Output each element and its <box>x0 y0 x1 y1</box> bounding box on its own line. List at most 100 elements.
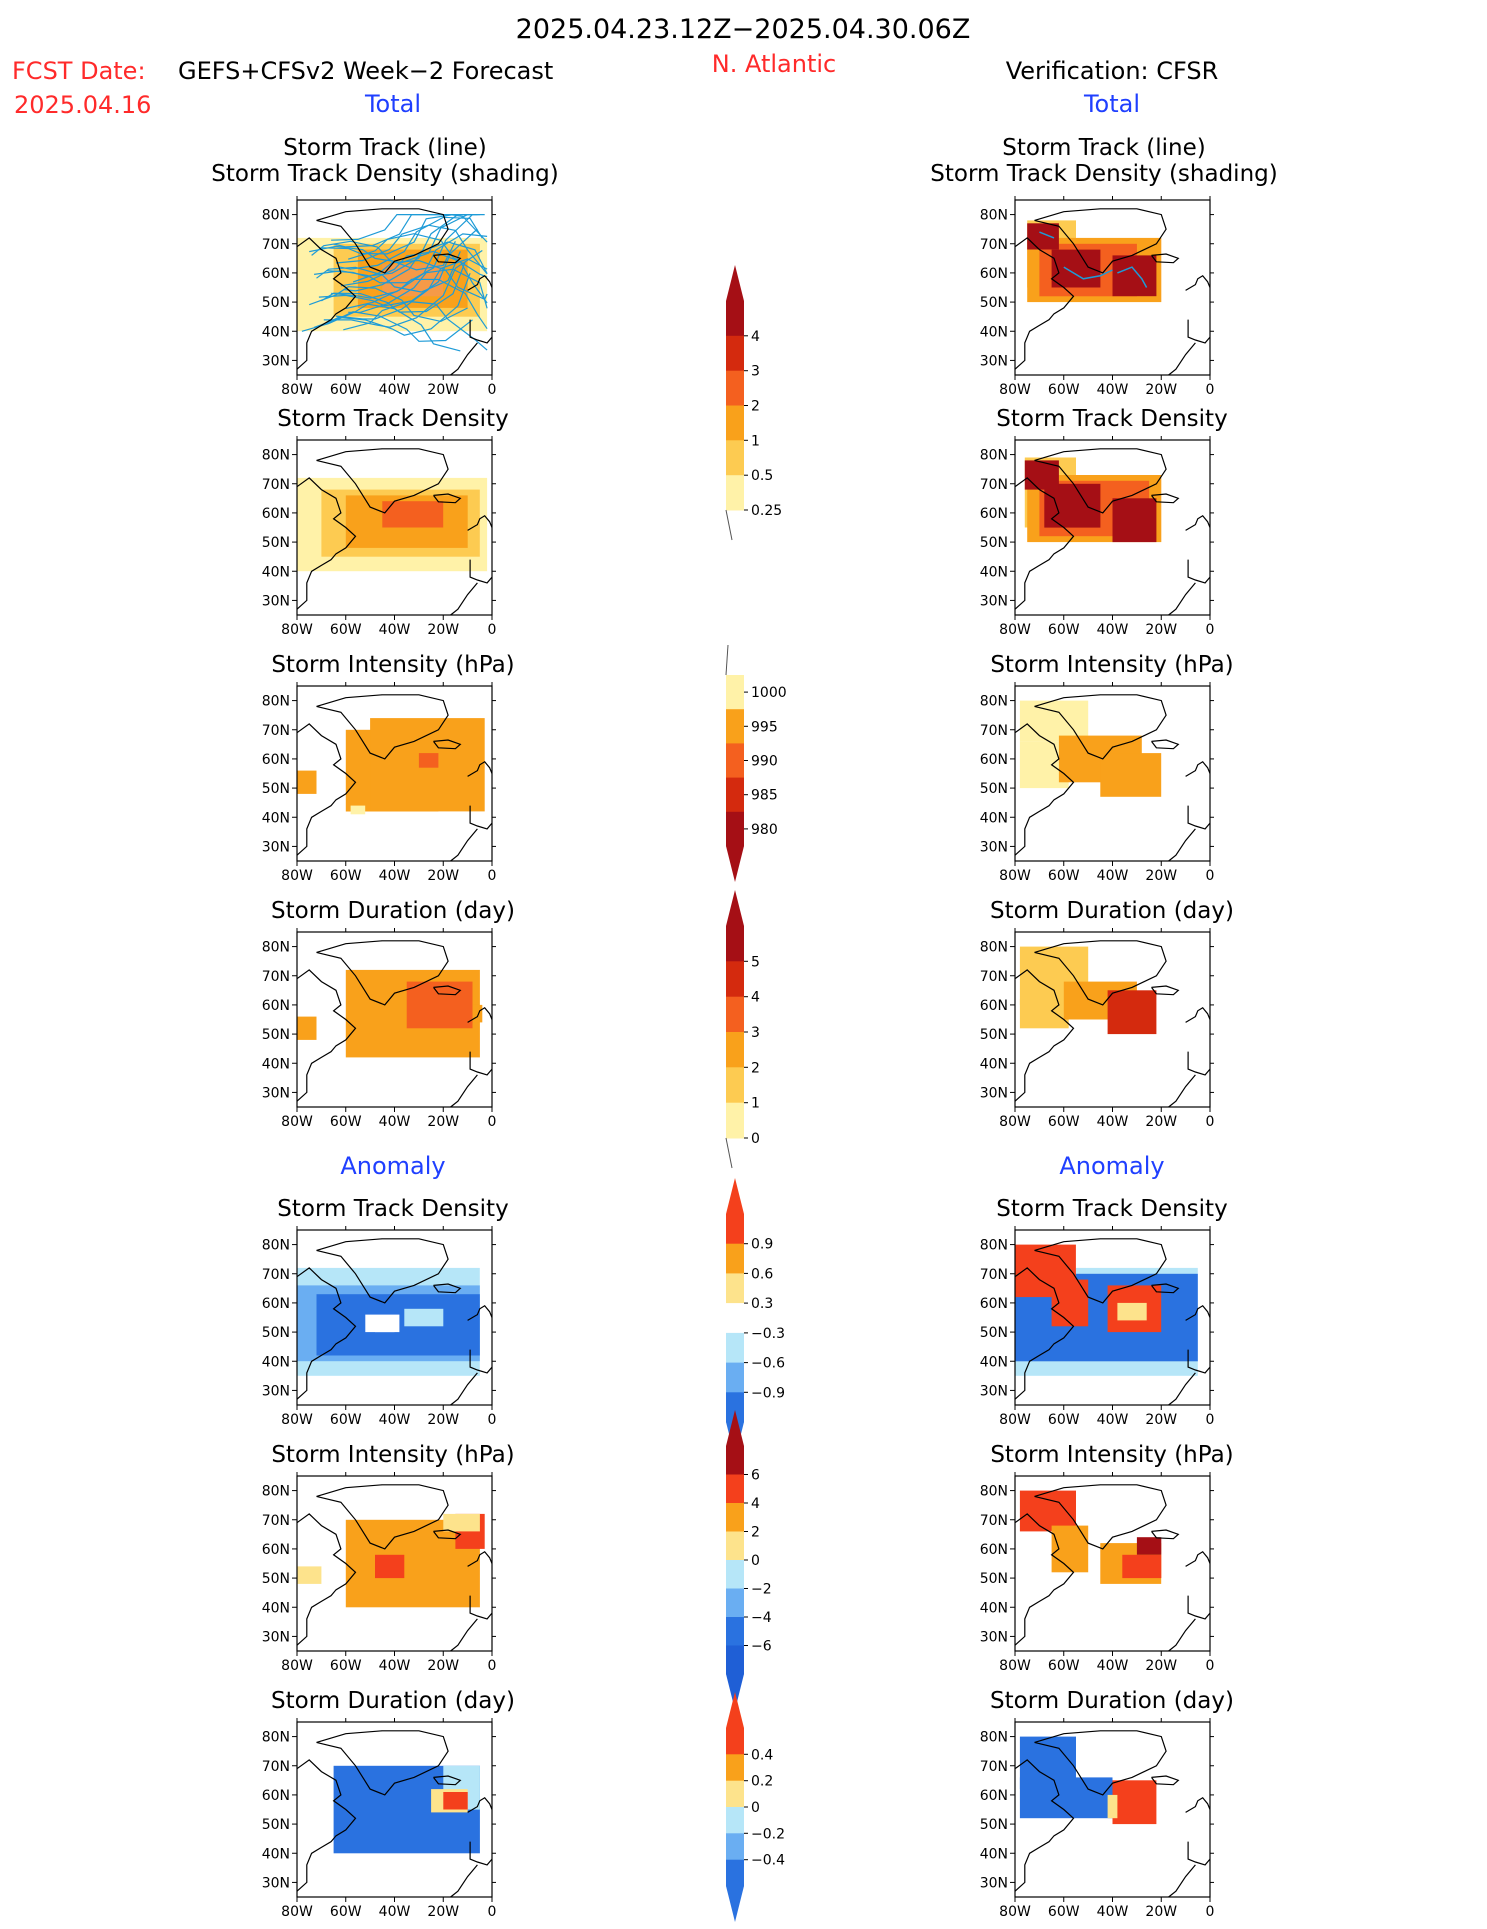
date-range-title: 2025.04.23.12Z−2025.04.30.06Z <box>516 14 971 45</box>
colorbar-segment <box>726 1032 744 1068</box>
coastline <box>1168 1074 1196 1108</box>
lat-tick-label: 30N <box>262 1383 290 1399</box>
coastline <box>450 1618 478 1652</box>
lat-tick-label: 30N <box>262 839 290 855</box>
colorbar-segment <box>726 1332 744 1364</box>
storm-track-line <box>348 268 488 313</box>
colorbar-label: −0.4 <box>751 1853 785 1869</box>
lat-tick-label: 80N <box>980 448 1008 464</box>
colorbar-label: 2 <box>751 1060 760 1076</box>
colorbar-segment <box>726 1645 744 1675</box>
lon-tick-label: 0 <box>1206 622 1215 638</box>
panel-title-anom-duration: Storm Duration (day) <box>271 1688 515 1714</box>
lon-tick-label: 0 <box>488 1412 497 1428</box>
coastline <box>1151 1283 1180 1294</box>
heatmap-cell <box>297 1016 317 1040</box>
lon-tick-label: 20W <box>427 868 459 884</box>
heatmap-cell <box>404 1308 444 1327</box>
lat-tick-label: 60N <box>262 266 290 282</box>
lat-tick-label: 60N <box>980 752 1008 768</box>
coastline <box>316 448 449 514</box>
colorbar-segment <box>726 1807 744 1834</box>
coastline <box>1185 1305 1211 1321</box>
colorbar-tip-bottom <box>726 1886 744 1922</box>
lat-tick-label: 40N <box>262 810 290 826</box>
coastline <box>1014 1759 1075 1892</box>
lat-tick-label: 40N <box>262 1600 290 1616</box>
colorbar-segment <box>726 301 744 337</box>
lon-tick-label: 0 <box>488 382 497 398</box>
map-panel-forecast-anom-density: 80N 70N 60N 50N 40N 30N 80W 60W 40W 20W 0 <box>262 1226 497 1428</box>
lon-tick-label: 20W <box>1145 622 1177 638</box>
colorbar-label: 4 <box>751 329 760 345</box>
colorbars: 43210.50.2510009959909859805432100.90.60… <box>725 265 787 1922</box>
map-panel-forecast-anom-intensity: 80N 70N 60N 50N 40N 30N 80W 60W 40W 20W 0 <box>262 1472 496 1674</box>
panel-title-anom-intensity-v: Storm Intensity (hPa) <box>990 1442 1233 1468</box>
lat-tick-label: 50N <box>980 535 1008 551</box>
colorbar-segment <box>726 370 744 406</box>
lat-tick-label: 80N <box>980 1730 1008 1746</box>
panel-title-track-shading: Storm Track Density (shading) <box>211 161 558 187</box>
lon-tick-label: 0 <box>488 622 497 638</box>
colorbar-label: 980 <box>751 822 778 838</box>
lat-tick-label: 70N <box>980 1759 1008 1775</box>
heatmap-cell <box>1117 1302 1147 1321</box>
coastline <box>316 694 449 760</box>
lat-tick-label: 50N <box>262 1027 290 1043</box>
panel-title-anom-intensity: Storm Intensity (hPa) <box>271 1442 514 1468</box>
colorbar-segment <box>726 335 744 372</box>
colorbar-segment <box>726 1617 744 1646</box>
coastline <box>1168 342 1196 376</box>
panel-title-density-v: Storm Track Density <box>996 406 1227 432</box>
map-panels: 80N 70N 60N 50N 40N 30N 80W 60W 40W 20W 0 80N 70N 60N… <box>262 196 1215 1920</box>
colorbar-label: 6 <box>751 1468 760 1484</box>
storm-track-line <box>323 249 483 328</box>
panel-title-anom-density-v: Storm Track Density <box>996 1196 1227 1222</box>
lat-tick-label: 40N <box>262 1354 290 1370</box>
lat-tick-label: 80N <box>262 1730 290 1746</box>
colorbar-label: −0.9 <box>751 1385 785 1401</box>
colorbar-label: 985 <box>751 788 778 804</box>
lon-tick-label: 60W <box>1048 1658 1080 1674</box>
coastline <box>1168 1618 1196 1652</box>
coastline <box>1187 319 1211 344</box>
heatmap-cell <box>297 770 317 794</box>
coastline <box>469 1349 493 1374</box>
lat-tick-label: 30N <box>980 1629 1008 1645</box>
heatmap-cell <box>1027 223 1059 250</box>
heatmap-cell <box>350 805 366 815</box>
coastline <box>469 559 493 584</box>
coastline <box>1014 237 1075 370</box>
map-panel-forecast-total-duration: 80N 70N 60N 50N 40N 30N 80W 60W 40W 20W 0 <box>262 928 496 1130</box>
colorbar-segment <box>726 996 744 1033</box>
lat-tick-label: 60N <box>980 506 1008 522</box>
map-panel-verification-total-density: 80N 70N 60N 50N 40N 30N 80W 60W 40W 20W 0 <box>980 436 1215 638</box>
lat-tick-label: 70N <box>980 1267 1008 1283</box>
coastline <box>1168 1864 1196 1898</box>
colorbar-segment <box>726 1503 744 1532</box>
lon-tick-label: 60W <box>1048 622 1080 638</box>
lon-tick-label: 0 <box>1206 1904 1215 1920</box>
heatmap-cell <box>1019 700 1089 742</box>
colorbar-label: 3 <box>751 1025 760 1041</box>
coastline <box>1034 940 1167 1006</box>
colorbar-label: 0 <box>751 1800 760 1816</box>
storm-track-line <box>331 233 488 299</box>
lon-tick-label: 60W <box>1048 382 1080 398</box>
colorbar-segment <box>726 1531 744 1561</box>
colorbar-label: 1 <box>751 433 760 449</box>
colorbar-segment <box>726 440 744 476</box>
lat-tick-label: 40N <box>980 324 1008 340</box>
lon-tick-label: 80W <box>999 1114 1031 1130</box>
lon-tick-label: 60W <box>330 1658 362 1674</box>
lat-tick-label: 60N <box>980 1788 1008 1804</box>
coastline <box>469 319 493 344</box>
lat-tick-label: 70N <box>262 1759 290 1775</box>
colorbar-segment <box>726 1102 744 1139</box>
lon-tick-label: 40W <box>379 1658 411 1674</box>
lat-tick-label: 50N <box>980 1325 1008 1341</box>
storm-track-line <box>335 258 488 320</box>
lat-tick-label: 70N <box>262 477 290 493</box>
storm-track-line <box>1063 266 1113 280</box>
coastlines <box>1014 448 1211 616</box>
